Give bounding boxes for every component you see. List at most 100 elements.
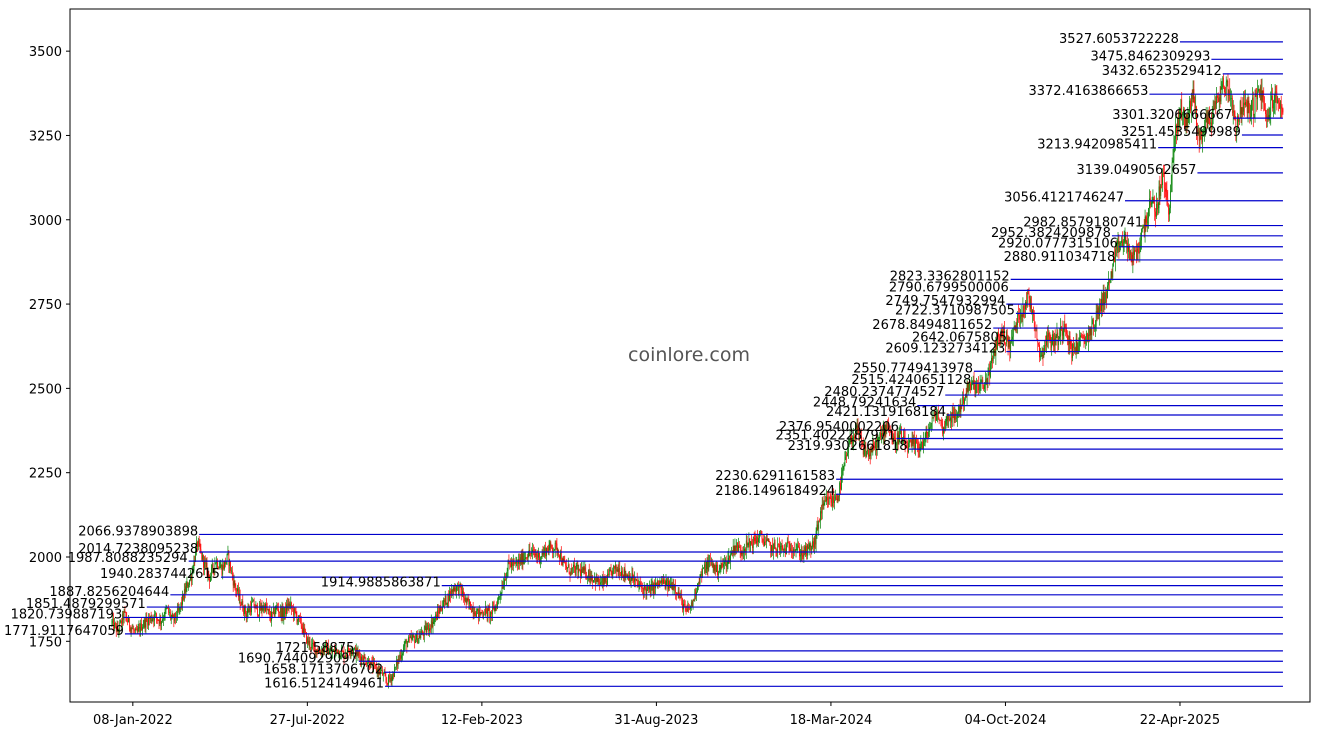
candle-body [820, 511, 821, 521]
candle-body [828, 497, 830, 505]
candle-body [416, 633, 418, 644]
candle-body [1261, 90, 1263, 101]
candle-body [313, 645, 315, 647]
candle-body [458, 584, 460, 595]
candle-body [135, 628, 137, 631]
candle-body [883, 427, 885, 437]
candle-body [1002, 335, 1004, 342]
candle-body [450, 589, 452, 597]
candle-body [889, 429, 891, 432]
candle-body [530, 553, 532, 555]
candle-body [1282, 108, 1284, 113]
candle-body [549, 542, 551, 548]
candle-body [149, 617, 150, 620]
candle-body [733, 545, 735, 554]
candle-body [920, 442, 922, 448]
candle-body [123, 610, 125, 620]
candle-body [1281, 106, 1283, 109]
candle-body [642, 588, 644, 595]
candle-body [480, 612, 482, 615]
candle-body [557, 550, 559, 553]
candle-body [249, 607, 251, 612]
candle-body [1158, 186, 1160, 209]
candle-body [296, 614, 298, 622]
candle-body [831, 502, 833, 507]
candle-body [1117, 240, 1119, 245]
level-label: 3251.4535499989 [1121, 125, 1241, 140]
candle-body [786, 544, 787, 554]
candle-body [156, 613, 157, 618]
candle-body [235, 586, 237, 591]
candle-body [1138, 251, 1140, 253]
candle-body [993, 349, 995, 351]
candle-body [966, 383, 968, 398]
candle-body [917, 446, 919, 450]
candle-body [322, 648, 324, 654]
candle-body [855, 427, 857, 435]
candle-body [1214, 100, 1216, 109]
candle-body [219, 566, 221, 568]
candle-body [923, 440, 925, 442]
candle-body [585, 567, 587, 578]
candle-body [211, 564, 213, 568]
candle-body [1270, 99, 1272, 114]
candle-body [434, 619, 436, 620]
candle-body [1266, 116, 1268, 118]
candle-body [520, 557, 522, 564]
candle-body [330, 650, 332, 652]
candle-body [815, 531, 817, 545]
candle-body [951, 411, 953, 423]
candle-body [1120, 242, 1121, 245]
candle-body [522, 553, 524, 565]
candle-body [377, 669, 379, 674]
candle-body [206, 562, 208, 575]
candle-body [880, 432, 882, 438]
candle-body [306, 632, 307, 644]
candle-body [358, 651, 360, 654]
candle-body [696, 591, 697, 596]
candle-body [666, 579, 668, 582]
candle-body [753, 536, 755, 539]
candle-body [719, 568, 721, 570]
candle-body [240, 605, 242, 606]
candle-body [1217, 95, 1218, 98]
candle-body [599, 583, 601, 585]
candle-body [643, 585, 645, 595]
candle-body [361, 656, 362, 662]
candle-body [367, 662, 368, 665]
candle-body [491, 611, 492, 615]
candle-body [708, 560, 710, 571]
candle-body [275, 606, 277, 613]
candle-body [663, 579, 665, 583]
candle-body [383, 672, 385, 674]
x-tick-label: 22-Apr-2025 [1140, 713, 1220, 728]
candle-body [794, 550, 796, 551]
candle-body [1177, 118, 1179, 127]
candle-body [477, 608, 478, 611]
candle-body [1163, 173, 1165, 188]
level-label: 1616.5124149461 [264, 676, 384, 691]
candle-body [618, 568, 620, 572]
candle-body [596, 576, 598, 582]
candle-body [498, 596, 500, 598]
candle-body [204, 560, 205, 568]
candle-body [132, 628, 134, 630]
candle-body [1123, 241, 1125, 243]
candle-body [543, 550, 545, 555]
candle-body [1045, 345, 1046, 346]
candle-body [851, 440, 853, 444]
candle-body [510, 564, 512, 568]
candle-body [277, 606, 279, 610]
candle-body [185, 586, 187, 593]
candle-body [614, 565, 615, 569]
candle-body [594, 577, 595, 581]
candle-body [188, 584, 190, 588]
candle-body [848, 444, 850, 445]
candle-body [1044, 345, 1046, 348]
candle-body [898, 435, 900, 445]
candle-body [700, 574, 702, 575]
candle-body [457, 584, 459, 595]
candle-body [304, 627, 306, 632]
candle-body [284, 606, 286, 614]
candle-body [1154, 202, 1156, 212]
